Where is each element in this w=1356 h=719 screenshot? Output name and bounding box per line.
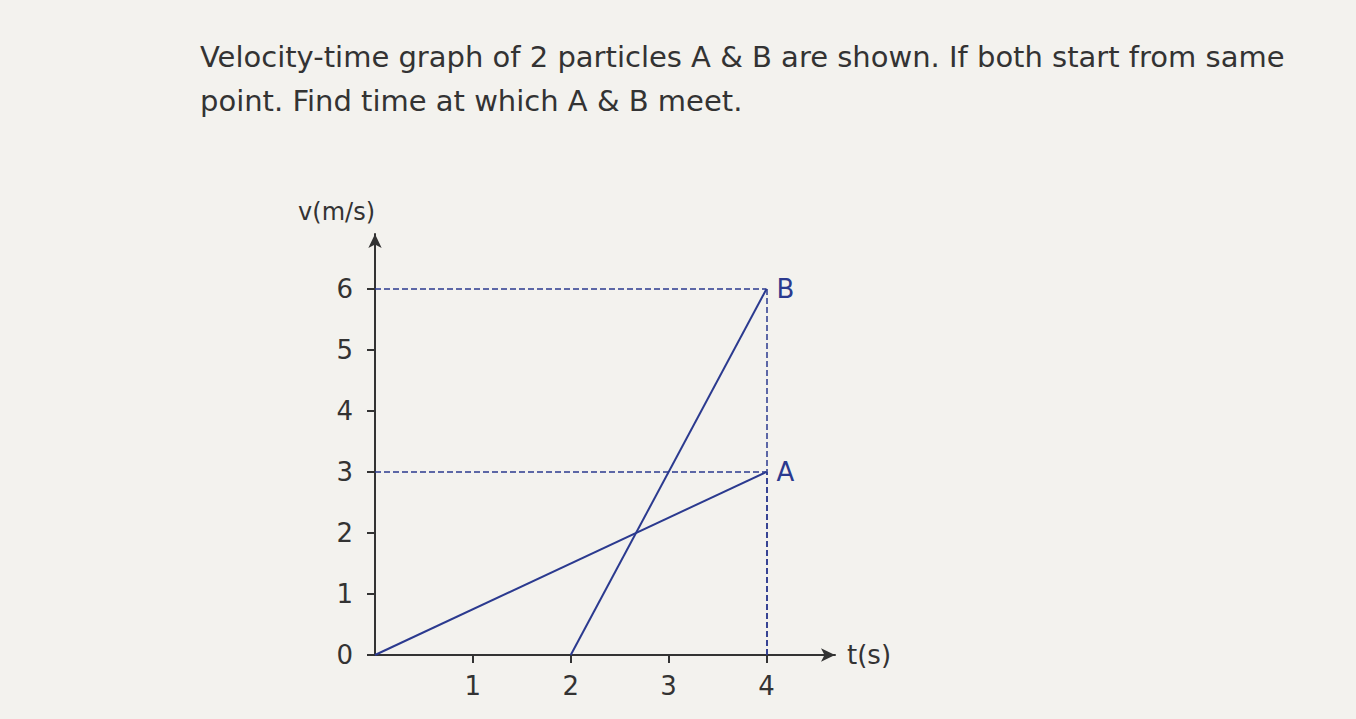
svg-text:2: 2 [336,518,353,548]
svg-text:4: 4 [758,671,775,701]
svg-text:5: 5 [336,335,353,365]
svg-text:t(s): t(s) [847,640,891,670]
svg-text:point. Find time at which A &: point. Find time at which A & B meet. [200,84,742,118]
svg-text:2: 2 [562,671,579,701]
svg-text:v(m/s): v(m/s) [298,198,375,226]
svg-text:1: 1 [465,671,482,701]
svg-text:1: 1 [336,579,353,609]
svg-text:3: 3 [336,457,353,487]
svg-text:4: 4 [336,396,353,426]
svg-text:Velocity-time graph of 2 parti: Velocity-time graph of 2 particles A & B… [200,40,1294,74]
svg-text:6: 6 [336,274,353,304]
svg-text:B: B [776,274,794,304]
svg-text:0: 0 [336,640,353,670]
svg-text:3: 3 [660,671,677,701]
svg-text:A: A [776,457,794,487]
